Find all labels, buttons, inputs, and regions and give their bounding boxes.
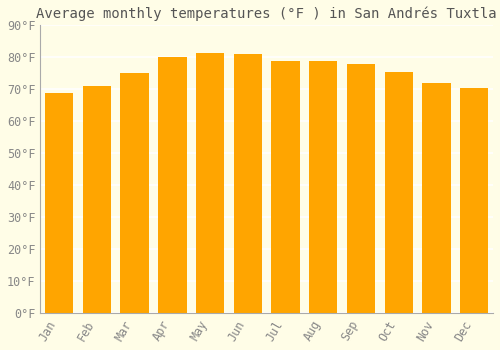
Bar <box>234 54 262 313</box>
Bar <box>309 61 338 313</box>
Bar <box>460 88 488 313</box>
Bar <box>83 86 111 313</box>
Bar <box>45 92 74 313</box>
Title: Average monthly temperatures (°F ) in San Andrés Tuxtla: Average monthly temperatures (°F ) in Sa… <box>36 7 497 21</box>
Bar <box>347 64 375 313</box>
Bar <box>120 74 149 313</box>
Bar <box>384 72 413 313</box>
Bar <box>422 83 450 313</box>
Bar <box>196 52 224 313</box>
Bar <box>272 61 299 313</box>
Bar <box>158 57 186 313</box>
